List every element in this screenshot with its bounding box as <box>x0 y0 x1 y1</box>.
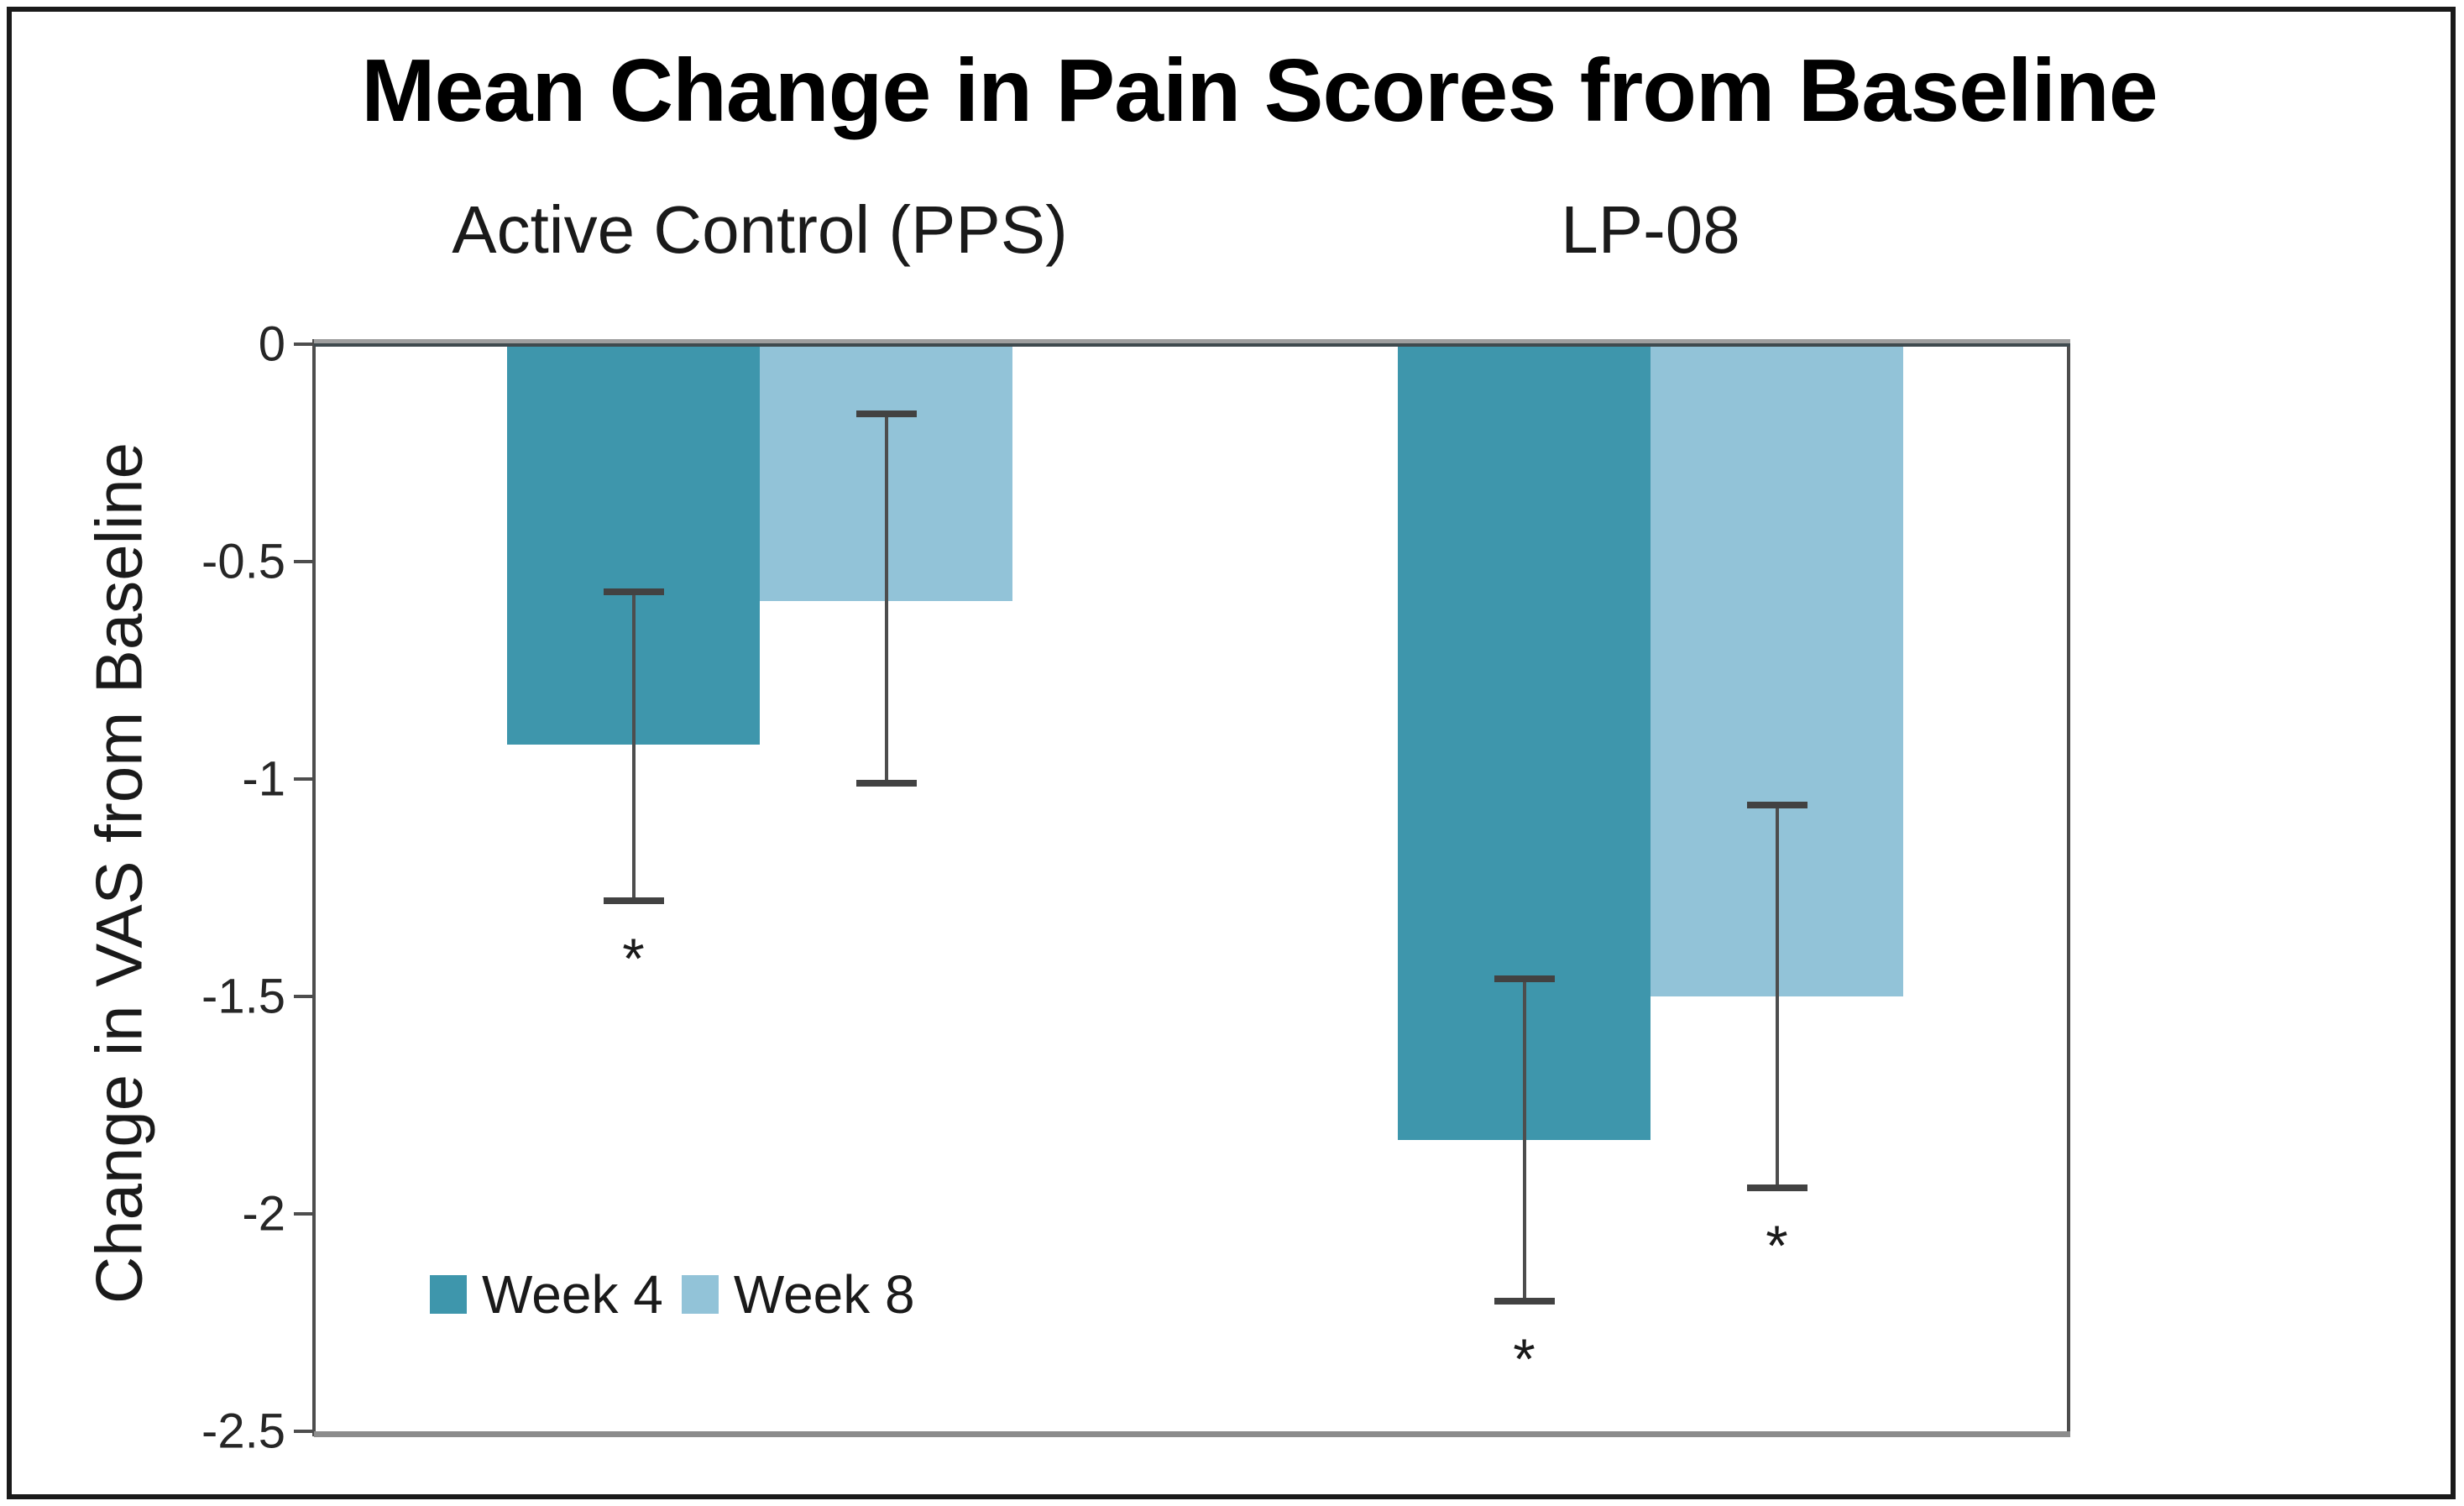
error-bar-bottom-cap <box>855 780 917 787</box>
error-bar-bottom-cap <box>603 897 664 905</box>
legend-swatch-week8 <box>681 1275 719 1314</box>
error-bar-top-cap <box>1494 975 1555 983</box>
zero-baseline-line-shadow <box>314 343 2070 347</box>
y-tick-mark <box>294 1212 314 1216</box>
y-tick-label: -1 <box>242 751 285 807</box>
y-tick-label: 0 <box>258 316 285 372</box>
y-tick-mark <box>294 343 314 346</box>
legend-item-week8: Week 8 <box>681 1263 915 1326</box>
chart-title: Mean Change in Pain Scores from Baseline <box>361 41 2158 140</box>
legend-item-week4: Week 4 <box>430 1263 663 1326</box>
y-tick-mark <box>294 1430 314 1433</box>
zero-baseline-line <box>314 339 2070 343</box>
y-tick-label: -1.5 <box>201 969 285 1024</box>
error-bar <box>1775 805 1779 1188</box>
y-tick-mark <box>294 777 314 781</box>
y-tick-mark <box>294 560 314 563</box>
error-bar <box>631 592 636 902</box>
x-axis-line <box>314 1431 2070 1437</box>
y-tick-label: -2 <box>242 1186 285 1242</box>
error-bar <box>1522 979 1526 1301</box>
plot-right-border <box>2067 339 2070 1435</box>
error-bar-bottom-cap <box>1494 1297 1555 1305</box>
group-label-active-control: Active Control (PPS) <box>452 192 1068 267</box>
y-tick-label: -0.5 <box>201 534 285 589</box>
legend-label-week4: Week 4 <box>482 1264 663 1325</box>
significance-asterisk: * <box>1766 1213 1788 1278</box>
y-tick-label: -2.5 <box>201 1404 285 1459</box>
y-tick-mark <box>294 995 314 998</box>
error-bar-top-cap <box>855 410 917 417</box>
error-bar-bottom-cap <box>1746 1184 1807 1191</box>
y-axis-line <box>312 339 316 1436</box>
error-bar <box>884 413 888 784</box>
significance-asterisk: * <box>1513 1326 1535 1391</box>
significance-asterisk: * <box>622 926 645 991</box>
legend: Week 4 Week 8 <box>430 1263 915 1326</box>
error-bar-top-cap <box>603 588 664 596</box>
group-label-lp08: LP-08 <box>1561 192 1740 267</box>
legend-swatch-week4 <box>430 1275 467 1314</box>
error-bar-top-cap <box>1746 802 1807 809</box>
legend-label-week8: Week 8 <box>733 1264 915 1325</box>
